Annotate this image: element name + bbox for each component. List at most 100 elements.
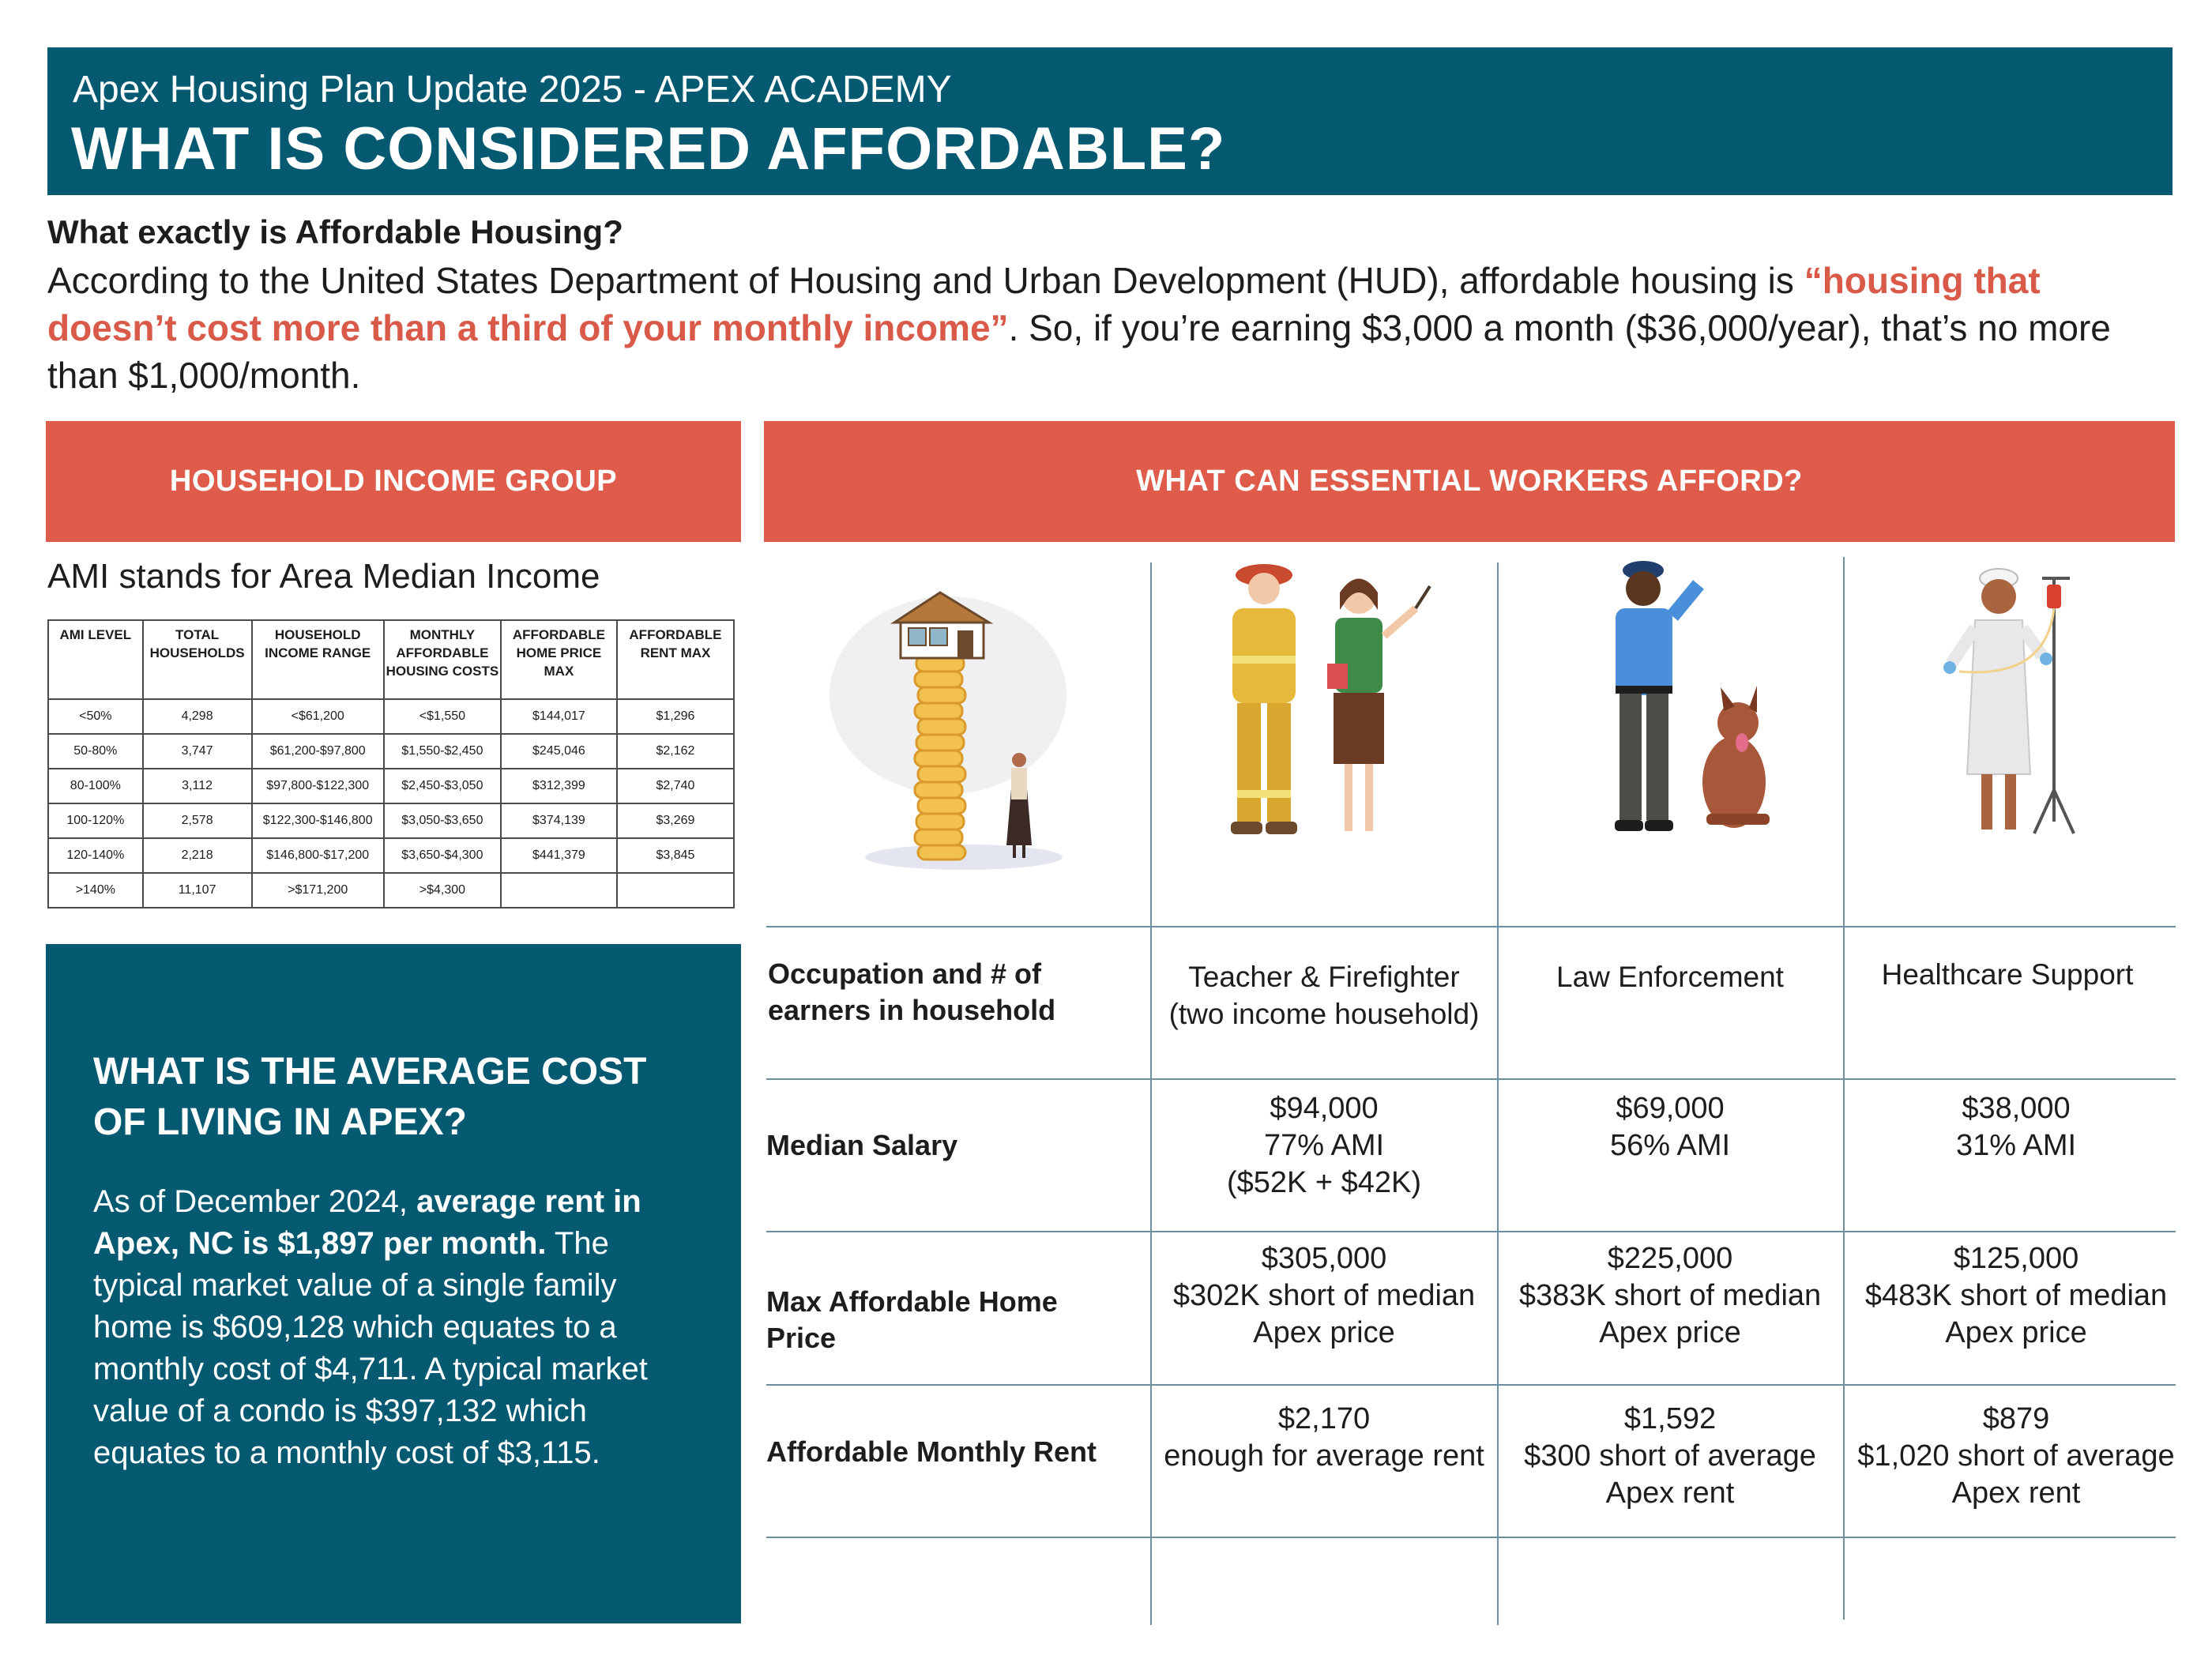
col-header: AFFORDABLE HOME PRICE MAX: [499, 619, 618, 700]
col-header: TOTAL HOUSEHOLDS: [141, 619, 253, 700]
cell-line: Apex price: [1253, 1316, 1395, 1349]
cell-line: (two income household): [1168, 998, 1480, 1030]
table-row: 120-140% 2,218 $146,800-$17,200 $3,650-$…: [47, 837, 735, 874]
intro-text-after: . So, if you’re earning $3,000 a month (…: [47, 307, 2111, 396]
occupation-cell-law-enforcement: Law Enforcement: [1498, 958, 1842, 995]
cell-line: 31% AMI: [1955, 1129, 2077, 1162]
occupation-cell-healthcare: Healthcare Support: [1835, 956, 2180, 993]
cell-line: Apex rent: [1605, 1477, 1735, 1510]
cell-line: $302K short of median: [1172, 1279, 1476, 1312]
table-cell: 4,298: [141, 698, 253, 735]
table-cell: 3,747: [141, 733, 253, 769]
cell-line: $2,170: [1277, 1402, 1371, 1435]
teacher-firefighter-illustration: [1231, 564, 1431, 834]
cost-text-intro: As of December 2024,: [93, 1184, 417, 1219]
cell-line: 77% AMI: [1263, 1129, 1385, 1162]
table-cell: 11,107: [141, 872, 253, 908]
banner-subtitle: Apex Housing Plan Update 2025 - APEX ACA…: [73, 69, 952, 111]
cell-line: Teacher & Firefighter: [1188, 961, 1460, 993]
essential-workers-header: WHAT CAN ESSENTIAL WORKERS AFFORD?: [764, 421, 2175, 542]
grid-divider: [766, 926, 2176, 927]
row-label-rent: Affordable Monthly Rent: [766, 1435, 1097, 1468]
grid-divider: [1497, 562, 1499, 1625]
salary-cell-teacher-firefighter: $94,000 77% AMI ($52K + $42K): [1152, 1090, 1496, 1202]
home-price-cell-teacher-firefighter: $305,000 $302K short of median Apex pric…: [1152, 1240, 1496, 1352]
healthcare-worker-illustration: [1943, 568, 2075, 834]
table-cell: $3,650-$4,300: [382, 837, 502, 874]
table-row: 50-80% 3,747 $61,200-$97,800 $1,550-$2,4…: [47, 733, 735, 769]
table-cell: $1,296: [615, 698, 735, 735]
cost-of-living-text: As of December 2024, average rent in Ape…: [93, 1181, 702, 1474]
row-label-salary: Median Salary: [766, 1129, 958, 1161]
grid-divider: [1843, 557, 1845, 1620]
col-header: AFFORDABLE RENT MAX: [615, 619, 735, 700]
table-cell: $144,017: [499, 698, 618, 735]
table-cell: [615, 872, 735, 908]
table-cell: [499, 872, 618, 908]
cell-line: Apex rent: [1951, 1477, 2081, 1510]
col-header: AMI LEVEL: [47, 619, 144, 700]
table-cell: $3,269: [615, 803, 735, 839]
rent-cell-healthcare: $879 $1,020 short of average Apex rent: [1844, 1401, 2188, 1512]
home-price-cell-law-enforcement: $225,000 $383K short of median Apex pric…: [1498, 1240, 1842, 1352]
row-label-occupation: Occupation and # of earners in household: [768, 957, 1056, 1026]
ami-table: AMI LEVEL TOTAL HOUSEHOLDS HOUSEHOLD INC…: [47, 619, 735, 908]
grid-divider: [1150, 562, 1152, 1625]
salary-cell-law-enforcement: $69,000 56% AMI: [1498, 1090, 1842, 1164]
ami-note: AMI stands for Area Median Income: [47, 557, 600, 596]
col-header: HOUSEHOLD INCOME RANGE: [250, 619, 385, 700]
grid-divider: [766, 1384, 2176, 1386]
table-cell: <$61,200: [250, 698, 385, 735]
cost-of-living-box: WHAT IS THE AVERAGE COST OF LIVING IN AP…: [46, 944, 741, 1623]
ami-table-header-row: AMI LEVEL TOTAL HOUSEHOLDS HOUSEHOLD INC…: [47, 619, 735, 700]
cell-line: $300 short of average: [1524, 1439, 1816, 1473]
cell-line: Law Enforcement: [1556, 961, 1784, 993]
intro-highlight: “housing that doesn’t cost more than a t…: [47, 260, 2041, 348]
table-cell: >$4,300: [382, 872, 502, 908]
table-cell: 2,578: [141, 803, 253, 839]
rent-cell-law-enforcement: $1,592 $300 short of average Apex rent: [1498, 1401, 1842, 1512]
cell-line: $94,000: [1270, 1092, 1379, 1125]
grid-divider: [766, 1537, 2176, 1538]
cell-line: $225,000: [1607, 1242, 1733, 1275]
occupation-cell-teacher-firefighter: Teacher & Firefighter (two income househ…: [1152, 958, 1496, 1033]
cell-line: $1,020 short of average: [1857, 1439, 2175, 1473]
row-label-home-price: Max Affordable Home Price: [766, 1285, 1058, 1354]
cell-line: $483K short of median: [1864, 1279, 2168, 1312]
cell-line: $38,000: [1962, 1092, 2071, 1125]
col-header: MONTHLY AFFORDABLE HOUSING COSTS: [382, 619, 502, 700]
cell-line: enough for average rent: [1164, 1439, 1484, 1473]
table-cell: $245,046: [499, 733, 618, 769]
cell-line: $1,592: [1623, 1402, 1717, 1435]
table-cell: $374,139: [499, 803, 618, 839]
table-cell: $1,550-$2,450: [382, 733, 502, 769]
cost-text-bold: average rent in Apex, NC is $1,897 per m…: [93, 1184, 641, 1261]
cell-line: $305,000: [1261, 1242, 1387, 1275]
table-cell: $97,800-$122,300: [250, 768, 385, 804]
table-cell: $2,450-$3,050: [382, 768, 502, 804]
table-cell: 3,112: [141, 768, 253, 804]
page-title: WHAT IS CONSIDERED AFFORDABLE?: [71, 115, 1226, 182]
table-cell: $61,200-$97,800: [250, 733, 385, 769]
cell-line: $125,000: [1953, 1242, 2079, 1275]
intro-paragraph: According to the United States Departmen…: [47, 257, 2172, 399]
cell-line: $383K short of median: [1518, 1279, 1822, 1312]
police-officer-dog-illustration: [1615, 561, 1770, 831]
household-income-header: HOUSEHOLD INCOME GROUP: [46, 421, 741, 542]
table-cell: $3,845: [615, 837, 735, 874]
table-cell: $441,379: [499, 837, 618, 874]
table-cell: 50-80%: [47, 733, 144, 769]
cell-line: $69,000: [1616, 1092, 1725, 1125]
intro-text-before: According to the United States Departmen…: [47, 260, 1804, 301]
cell-line: 56% AMI: [1609, 1129, 1731, 1162]
table-cell: $312,399: [499, 768, 618, 804]
grid-divider: [766, 1078, 2176, 1080]
cell-line: $879: [1982, 1402, 2050, 1435]
cell-line: Apex price: [1945, 1316, 2087, 1349]
home-price-cell-healthcare: $125,000 $483K short of median Apex pric…: [1844, 1240, 2188, 1352]
cell-line: Apex price: [1599, 1316, 1741, 1349]
table-cell: >140%: [47, 872, 144, 908]
table-cell: 120-140%: [47, 837, 144, 874]
table-cell: 100-120%: [47, 803, 144, 839]
cost-of-living-title: WHAT IS THE AVERAGE COST OF LIVING IN AP…: [93, 1051, 647, 1143]
